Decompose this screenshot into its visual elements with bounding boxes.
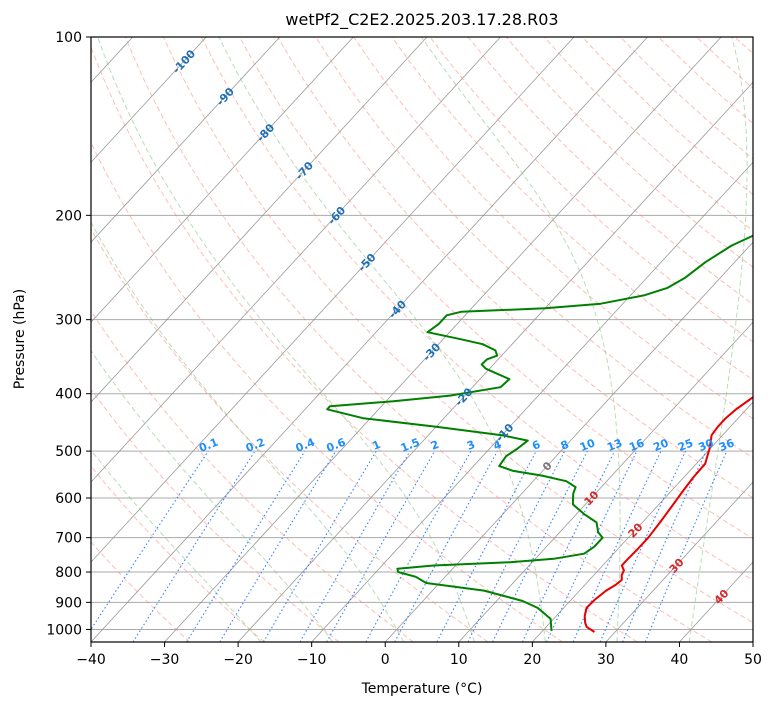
- x-tick-label: 10: [450, 652, 468, 668]
- moist-adiabat-line: [688, 37, 748, 642]
- dry-adiabat-line: [91, 228, 489, 642]
- mixing-ratio-line: [492, 450, 588, 642]
- mixing-ratio-line: [644, 450, 728, 642]
- dry-adiabat-line: [91, 45, 638, 642]
- mixing-ratio-line: [599, 450, 687, 642]
- y-axis-ticks: 100 200 300 400 500 600 700 800 900 1000: [46, 30, 91, 638]
- mixing-ratio-line: [91, 450, 209, 631]
- plot-frame: [90, 36, 754, 643]
- isotherm-line: [605, 481, 753, 642]
- mixing-ratio-line: [132, 450, 256, 642]
- dry-adiabats: [91, 37, 753, 642]
- dry-adiabat-line: [91, 541, 191, 642]
- dry-adiabat-line: [467, 37, 753, 305]
- mixing-ratio-label: 2: [429, 438, 441, 453]
- y-tick-label: 100: [55, 30, 82, 46]
- dry-adiabat-line: [391, 37, 753, 381]
- profile-series: [326, 234, 753, 633]
- isotherm-line: [91, 37, 575, 563]
- isotherm-line: [384, 241, 753, 642]
- x-tick-label: 40: [671, 652, 689, 668]
- moist-adiabat-line: [97, 37, 475, 642]
- mixing-ratio-label: 13: [605, 436, 624, 454]
- x-tick-label: 30: [597, 652, 615, 668]
- mixing-ratio-line: [186, 450, 306, 642]
- y-tick-label: 800: [55, 565, 82, 581]
- isobar-grid: [91, 37, 753, 630]
- x-tick-label: 0: [381, 652, 390, 668]
- x-tick-label: −40: [76, 652, 106, 668]
- y-tick-label: 900: [55, 595, 82, 611]
- isotherm-line: [237, 81, 753, 642]
- mixing-ratio-label: 3: [465, 438, 477, 453]
- x-axis-label: Temperature (°C): [361, 681, 483, 697]
- y-tick-label: 200: [55, 208, 82, 224]
- moist-adiabat-line: [91, 221, 405, 642]
- isotherm-line: [91, 37, 501, 483]
- mixing-ratio-lines: [91, 450, 728, 642]
- y-tick-label: 600: [55, 491, 82, 507]
- mixing-ratio-label: 30: [696, 436, 715, 454]
- x-axis-ticks: −40 −30 −20 −10 0 10 20 30 40 50: [76, 642, 762, 668]
- isotherm-line: [458, 321, 753, 642]
- dry-adiabat-line: [201, 37, 753, 581]
- x-tick-label: −30: [150, 652, 180, 668]
- mixing-ratio-line: [365, 450, 472, 642]
- x-tick-label: 20: [523, 652, 541, 668]
- isotherm-line: [91, 37, 281, 243]
- mixing-ratio-label: 16: [627, 436, 646, 454]
- mixing-ratio-label: 20: [651, 436, 670, 454]
- mixing-ratio-label: 25: [676, 436, 695, 454]
- dry-adiabat-line: [124, 37, 713, 642]
- isotherm-line: [91, 37, 428, 403]
- plot-area: 0.1 0.2 0.4 0.6 1 1.5 2 3 4 6 8 10 13 16 20 25 30 36-100-…: [91, 37, 753, 642]
- temperature-profile-line: [583, 395, 753, 633]
- mixing-ratio-line: [394, 450, 498, 642]
- y-tick-label: 400: [55, 387, 82, 403]
- chart-title: wetPf2_C2E2.2025.203.17.28.R03: [285, 10, 558, 30]
- moist-adiabats: [91, 37, 748, 642]
- dry-adiabat-line: [162, 37, 753, 624]
- mixing-ratio-line: [219, 450, 337, 642]
- mixing-ratio-line: [467, 450, 566, 642]
- y-tick-label: 300: [55, 313, 82, 329]
- x-tick-label: 50: [744, 652, 762, 668]
- dewpoint-profile-line: [326, 234, 753, 631]
- y-tick-label: 1000: [46, 622, 82, 638]
- isotherm-line: [91, 37, 207, 163]
- isotherm-line: [532, 401, 753, 642]
- mixing-ratio-label: 36: [717, 436, 736, 454]
- moist-adiabat-line: [420, 37, 621, 642]
- moist-adiabat-line: [91, 449, 262, 642]
- mixing-ratio-label: 1: [371, 438, 383, 453]
- mixing-ratio-label: 10: [578, 436, 597, 454]
- isotherm-grid: [91, 37, 753, 642]
- x-tick-label: −10: [297, 652, 327, 668]
- isotherm-line: [311, 161, 753, 642]
- y-axis-label: Pressure (hPa): [12, 289, 28, 389]
- isotherm-line: [164, 37, 722, 642]
- dry-adiabat-line: [239, 37, 753, 540]
- moist-adiabat-line: [218, 37, 546, 642]
- y-tick-label: 700: [55, 531, 82, 547]
- mixing-ratio-line: [622, 450, 707, 642]
- dry-adiabat-line: [91, 465, 265, 642]
- mixing-ratio-line: [326, 450, 436, 642]
- isotherm-line: [91, 37, 354, 323]
- dry-adiabat-line: [277, 37, 753, 499]
- isotherm-line: [91, 37, 648, 642]
- mixing-ratio-label: 8: [559, 438, 571, 453]
- dry-adiabat-line: [91, 141, 563, 642]
- x-tick-label: −20: [223, 652, 253, 668]
- dry-adiabat-line: [91, 309, 414, 642]
- y-tick-label: 500: [55, 444, 82, 460]
- moist-adiabat-line: [91, 349, 334, 642]
- dry-adiabat-line: [353, 37, 753, 420]
